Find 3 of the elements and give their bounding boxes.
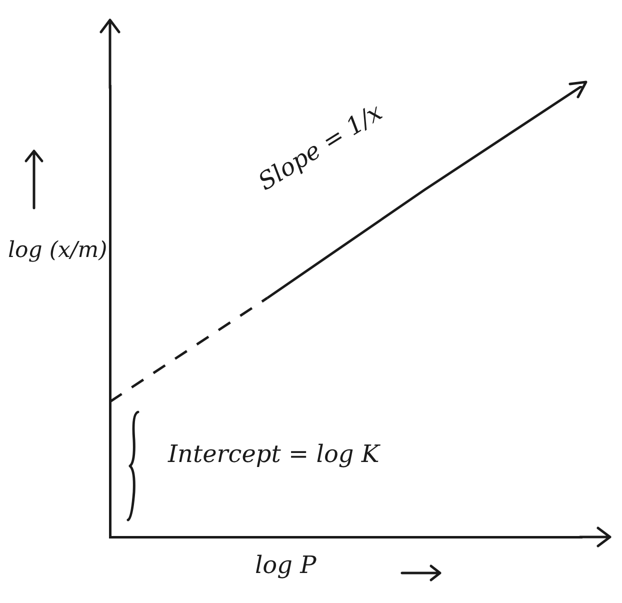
y-axis-title: log (x/m)	[8, 238, 108, 263]
annotation: Intercept = log K	[168, 440, 380, 468]
x-axis-title: log P	[255, 551, 316, 579]
